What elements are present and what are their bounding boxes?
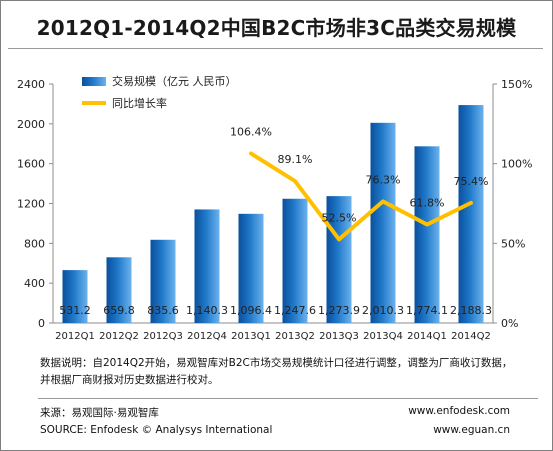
x-axis-tick-label: 2013Q2 [275, 331, 315, 342]
x-axis-tick-label: 2013Q1 [231, 331, 271, 342]
title-divider [8, 48, 543, 49]
left-axis-tick-label: 400 [24, 277, 45, 290]
bar-value-label: 1,096.4 [230, 304, 272, 317]
bar-2012q4 [194, 209, 220, 323]
bar-2012q1 [62, 270, 88, 323]
left-axis-tick-label: 0 [38, 317, 45, 330]
left-axis-tick-label: 2000 [17, 118, 45, 131]
x-axis-tick-label: 2012Q2 [99, 331, 139, 342]
legend-bar-swatch [82, 77, 106, 86]
x-axis-tick-label: 2013Q4 [363, 331, 403, 342]
bar-2013q1 [238, 213, 264, 323]
bar-value-label: 531.2 [59, 304, 91, 317]
source-en: SOURCE: Enfodesk © Analysys Internationa… [40, 424, 273, 436]
source-cn: 来源：易观国际·易观智库 [40, 407, 159, 419]
growth-rate-line [249, 151, 473, 242]
left-axis-tick-label: 800 [24, 237, 45, 250]
url-enfodesk: www.enfodesk.com [408, 405, 510, 417]
growth-rate-label: 52.5% [322, 211, 357, 224]
bar-2012q2 [106, 257, 132, 323]
growth-rate-label: 106.4% [230, 125, 272, 138]
footer-divider [38, 398, 538, 399]
x-axis-tick-label: 2012Q1 [55, 331, 95, 342]
growth-rate-label: 89.1% [278, 153, 313, 166]
chart-title: 2012Q1-2014Q2中国B2C市场非3C品类交易规模 [36, 16, 517, 40]
x-axis-tick-label: 2013Q3 [319, 331, 359, 342]
growth-rate-label: 75.4% [454, 175, 489, 188]
bar-2013q2 [282, 198, 308, 323]
bar-2012q3 [150, 239, 176, 323]
x-axis-tick-label: 2014Q1 [407, 331, 447, 342]
x-axis-tick-label: 2014Q2 [451, 331, 491, 342]
url-eguan: www.eguan.cn [433, 424, 510, 436]
bar-value-label: 835.6 [147, 304, 179, 317]
bar-value-label: 1,140.3 [186, 304, 228, 317]
right-axis-tick-label: 0% [501, 317, 518, 330]
bar-value-label: 1,774.1 [406, 304, 448, 317]
growth-rate-label: 76.3% [366, 173, 401, 186]
data-note: 数据说明：自2014Q2开始，易观智库对B2C市场交易规模统计口径进行调整，调整… [40, 357, 513, 386]
bar-value-label: 1,247.6 [274, 304, 316, 317]
bar-2014q1 [414, 146, 440, 323]
x-axis-tick-label: 2012Q4 [187, 331, 227, 342]
left-axis-tick-label: 2400 [17, 78, 45, 91]
right-axis-tick-label: 100% [501, 158, 532, 171]
bar-value-label: 2,188.3 [450, 304, 492, 317]
bar-value-label: 2,010.3 [362, 304, 404, 317]
bar-2013q4 [370, 122, 396, 324]
right-axis-tick-label: 150% [501, 78, 532, 91]
left-axis-tick-label: 1600 [17, 158, 45, 171]
bar-2014q2 [458, 105, 484, 324]
legend-bar-label: 交易规模（亿元 人民币） [112, 74, 237, 88]
left-axis-tick-label: 1200 [17, 198, 45, 211]
growth-rate-label: 61.8% [410, 197, 445, 210]
bar-value-label: 1,273.9 [318, 304, 360, 317]
bar-value-label: 659.8 [103, 304, 135, 317]
legend-line-label: 同比增长率 [112, 96, 167, 110]
bar-2013q3 [326, 196, 352, 323]
right-axis-tick-label: 50% [501, 237, 525, 250]
x-axis-tick-label: 2012Q3 [143, 331, 183, 342]
